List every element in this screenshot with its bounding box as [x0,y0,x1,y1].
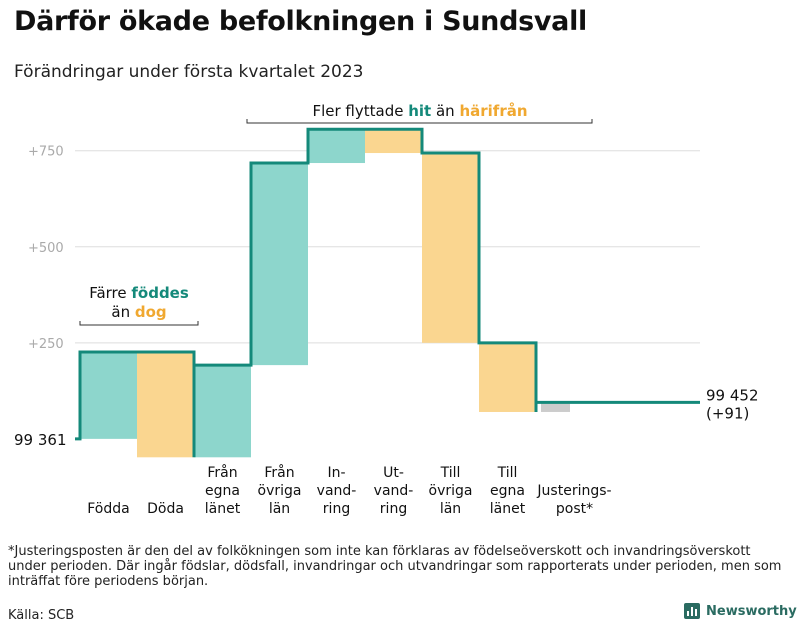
category-label: Justerings-post* [536,483,611,517]
waterfall-bar [251,163,308,366]
y-tick-label: +750 [28,145,64,160]
category-label: Till övriga län [429,465,473,517]
category-label: Döda [147,501,184,517]
category-label: Från övriga län [258,464,302,517]
category-label: Till egna länet [490,465,526,517]
category-label: Födda [87,501,129,517]
chart-title: Därför ökade befolkningen i Sundsvall [14,6,587,37]
waterfall-chart: +250 +500 +750 99 361 99 452(+91) Födda Döda Fr… [14,102,759,517]
annotation-bracket [79,321,199,326]
waterfall-bar [365,129,422,154]
annotation-migration: Fler flyttade hit än härifrån [312,102,527,120]
source-label: Källa: SCB [8,608,75,623]
category-label: Från egna länet [205,464,241,517]
chart-subtitle: Förändringar under första kvartalet 2023 [14,62,364,82]
end-value-label: 99 452 [706,386,759,404]
waterfall-bar [422,153,479,343]
waterfall-bar [541,402,570,412]
y-tick-label: +250 [28,337,64,352]
category-label: Ut-vand-ring [374,465,414,517]
cumulative-step-line [75,127,700,458]
bar-chart-icon [684,603,700,619]
start-value-label: 99 361 [14,431,67,449]
annotation-births-deaths-line2: än dog [111,303,166,321]
footnote: *Justeringsposten är den del av folkökni… [8,544,782,589]
brand-logo: Newsworthy [684,603,797,619]
y-tick-label: +500 [28,241,64,256]
waterfall-bar [479,342,536,412]
annotation-births-deaths-line1: Färre föddes [89,284,189,302]
waterfall-bar [308,129,365,164]
waterfall-bar [80,352,137,439]
category-label: In-vand-ring [317,465,357,517]
waterfall-bar [137,352,194,458]
brand-name: Newsworthy [706,603,797,619]
end-change-label: (+91) [706,404,749,422]
waterfall-bar [194,365,251,458]
annotation-bracket [246,119,593,124]
